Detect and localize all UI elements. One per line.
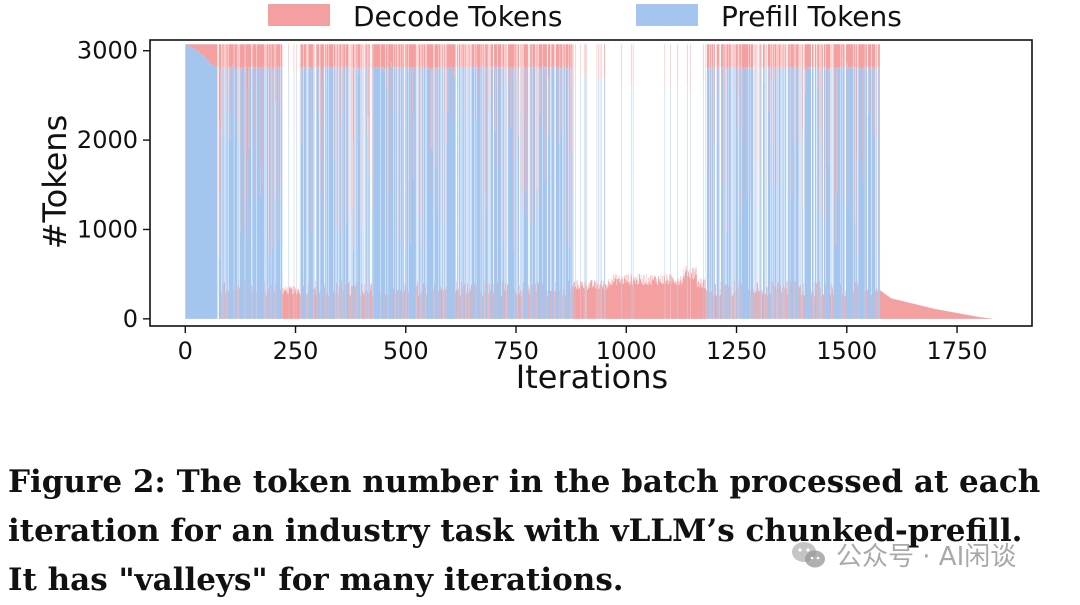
plot-area	[185, 44, 993, 319]
series-prefill-area	[185, 44, 880, 319]
x-axis: 0 250 500 750 1000 1250 1500 1750	[178, 326, 988, 365]
caption-line-1: Figure 2: The token number in the batch …	[8, 464, 1041, 500]
watermark: 公众号 · AI闲谈	[790, 536, 1016, 573]
x-tick-label: 1250	[706, 337, 767, 365]
watermark-text: 公众号 · AI闲谈	[836, 542, 1017, 572]
legend-swatch-decode	[268, 4, 330, 26]
y-axis-label: #Tokens	[36, 115, 74, 250]
x-tick-label: 1000	[596, 337, 657, 365]
x-tick-label: 0	[178, 337, 193, 365]
legend-label-decode: Decode Tokens	[353, 0, 562, 33]
y-tick-label: 1000	[77, 215, 138, 243]
chart: Decode Tokens Prefill Tokens 0 250 500 750 1…	[36, 0, 1033, 396]
y-tick-label: 3000	[77, 37, 138, 65]
x-axis-label: Iterations	[516, 358, 668, 396]
y-tick-label: 0	[123, 305, 138, 333]
x-tick-label: 250	[273, 337, 319, 365]
wechat-icon	[792, 541, 825, 567]
caption-line-3: It has "valleys" for many iterations.	[8, 562, 624, 598]
figure-caption: Figure 2: The token number in the batch …	[8, 458, 1076, 605]
legend-label-prefill: Prefill Tokens	[721, 0, 902, 33]
plot-frame	[149, 39, 1033, 327]
x-tick-label: 1750	[926, 337, 987, 365]
legend-swatch-prefill	[636, 4, 698, 26]
legend: Decode Tokens Prefill Tokens	[268, 0, 902, 33]
x-tick-label: 1500	[816, 337, 877, 365]
y-axis: 0 1000 2000 3000	[77, 37, 150, 333]
caption-line-2: iteration for an industry task with vLLM…	[8, 513, 1023, 549]
x-tick-label: 750	[493, 337, 539, 365]
x-tick-label: 500	[383, 337, 429, 365]
y-tick-label: 2000	[77, 126, 138, 154]
